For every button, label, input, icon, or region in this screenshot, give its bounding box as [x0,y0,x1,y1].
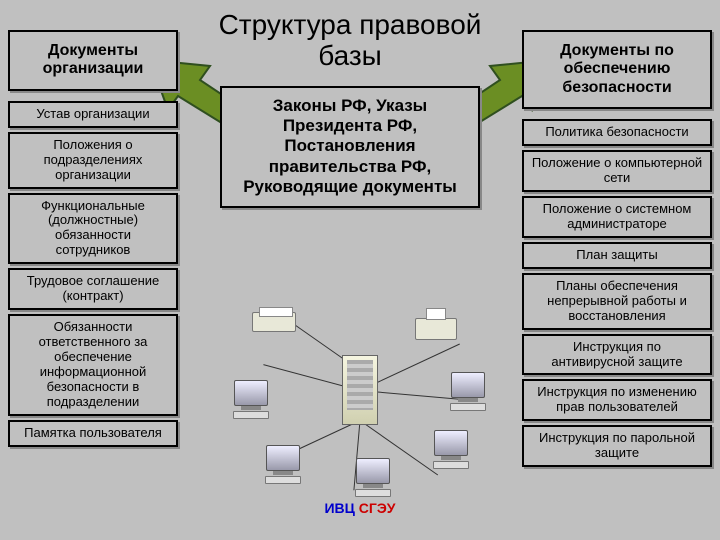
laws-box: Законы РФ, Указы Президента РФ, Постанов… [220,86,480,208]
left-item: Положения о подразделениях организации [8,132,178,189]
server-icon [342,355,378,425]
right-item: Планы обеспечения непрерывной работы и в… [522,273,712,330]
scanner-icon [252,312,296,332]
right-header: Документы по обеспечению безопасности [522,30,712,109]
pc-icon [445,372,491,412]
left-item: Устав организации [8,101,178,128]
pc-icon [350,458,396,498]
right-item: Инструкция по изменению прав пользовател… [522,379,712,421]
right-item: Положение о системном администраторе [522,196,712,238]
diagram-title: Структура правовой базы [200,10,500,72]
center-column: Структура правовой базы Законы РФ, Указы… [200,10,500,208]
left-item: Трудовое соглашение (контракт) [8,268,178,310]
right-item: План защиты [522,242,712,269]
caption-part1: ИВЦ [324,500,358,516]
right-column: Документы по обеспечению безопасности По… [522,30,712,467]
network-diagram [220,300,500,500]
pc-icon [228,380,274,420]
left-column: Документы организации Устав организации … [8,30,178,447]
caption: ИВЦ СГЭУ [324,500,395,516]
right-item: Политика безопасности [522,119,712,146]
right-item: Инструкция по антивирусной защите [522,334,712,376]
printer-icon [415,318,457,348]
caption-part2: СГЭУ [359,500,396,516]
right-item: Положение о компьютерной сети [522,150,712,192]
left-item: Обязанности ответственного за обеспечени… [8,314,178,416]
left-item: Памятка пользователя [8,420,178,447]
pc-icon [260,445,306,485]
pc-icon [428,430,474,470]
left-header: Документы организации [8,30,178,91]
right-item: Инструкция по парольной защите [522,425,712,467]
left-item: Функциональные (должностные) обязанности… [8,193,178,265]
